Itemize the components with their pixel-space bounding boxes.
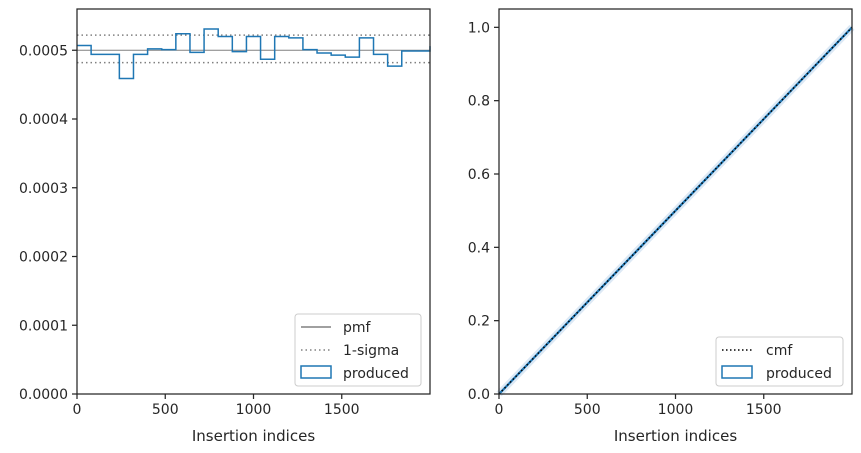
y-ticks: 0.0000 0.0001 0.0002 0.0003 0.0004 0.0005: [19, 43, 77, 403]
produced-bin: [416, 50, 430, 52]
y-tick-label: 0.0000: [19, 387, 68, 403]
legend: cmf produced: [715, 336, 844, 387]
y-tick-label: 0.8: [468, 94, 490, 110]
produced-bin: [232, 51, 246, 53]
legend-box: [294, 313, 422, 387]
produced-bin: [261, 58, 275, 60]
produced-bin: [345, 56, 359, 58]
sigma-band-lines: [77, 34, 430, 64]
x-tick-label: 1500: [324, 402, 360, 418]
produced-bin: [204, 28, 218, 30]
y-tick-label: 1.0: [468, 20, 490, 36]
x-ticks: 0 500 1000 1500: [73, 394, 360, 418]
produced-step-outline: [77, 28, 431, 80]
legend-cmf-label: cmf: [766, 343, 793, 359]
legend-sigma-label: 1-sigma: [343, 343, 399, 359]
y-ticks: 0.0 0.2 0.4 0.6 0.8 1.0: [468, 20, 499, 403]
x-tick-label: 0: [495, 402, 504, 418]
y-tick-label: 0.2: [468, 314, 490, 330]
y-tick-label: 0.0: [468, 387, 490, 403]
x-tick-label: 500: [152, 402, 179, 418]
produced-bin: [162, 49, 176, 51]
produced-bin: [246, 36, 260, 38]
x-tick-label: 1000: [658, 402, 694, 418]
legend-pmf-label: pmf: [343, 320, 372, 336]
legend-produced-swatch: [721, 365, 753, 379]
produced-bin: [303, 49, 317, 51]
produced-bin: [77, 45, 91, 47]
produced-bin: [190, 52, 204, 54]
x-ticks: 0 500 1000 1500: [495, 394, 782, 418]
produced-bin: [374, 54, 388, 56]
y-tick-label: 0.4: [468, 240, 490, 256]
x-axis-label: Insertion indices: [614, 427, 737, 445]
produced-step-series: [77, 28, 431, 80]
produced-bin: [275, 36, 289, 38]
x-tick-label: 1500: [746, 402, 782, 418]
x-tick-label: 0: [73, 402, 82, 418]
produced-bin: [133, 54, 147, 56]
pmf-panel: 0 500 1000 1500 0.00000.00010.00020.00030.0…: [19, 8, 431, 445]
produced-bin: [388, 65, 402, 67]
cmf-panel: 0 500 1000 1500 0.0 0.2 0.4 0.6 0.8 1.0 Insertio…: [468, 8, 855, 445]
y-tick-label: 0.0004: [19, 112, 68, 128]
produced-bin: [119, 78, 133, 80]
legend-produced-label: produced: [343, 366, 409, 382]
y-tick-label: 0.0002: [19, 250, 68, 266]
produced-bin: [176, 33, 190, 35]
cmf-line: [498, 26, 853, 395]
legend-box: [715, 336, 844, 387]
x-tick-label: 1000: [236, 402, 272, 418]
legend: pmf 1-sigma produced: [294, 313, 422, 387]
x-tick-label: 500: [574, 402, 601, 418]
produced-bin: [331, 54, 345, 56]
legend-produced-swatch: [300, 365, 332, 379]
produced-bin: [359, 37, 373, 39]
x-axis-label: Insertion indices: [192, 427, 315, 445]
produced-bin: [148, 48, 162, 50]
legend-produced-label: produced: [766, 366, 832, 382]
y-tick-label: 0.6: [468, 167, 490, 183]
produced-bin: [402, 50, 416, 52]
produced-bin: [105, 54, 119, 56]
y-tick-label: 0.0001: [19, 318, 68, 334]
produced-bin: [289, 37, 303, 39]
produced-bin: [317, 52, 331, 54]
y-tick-label: 0.0003: [19, 181, 68, 197]
produced-bin: [91, 54, 105, 56]
produced-bin: [218, 36, 232, 38]
y-tick-label: 0.0005: [19, 43, 68, 59]
